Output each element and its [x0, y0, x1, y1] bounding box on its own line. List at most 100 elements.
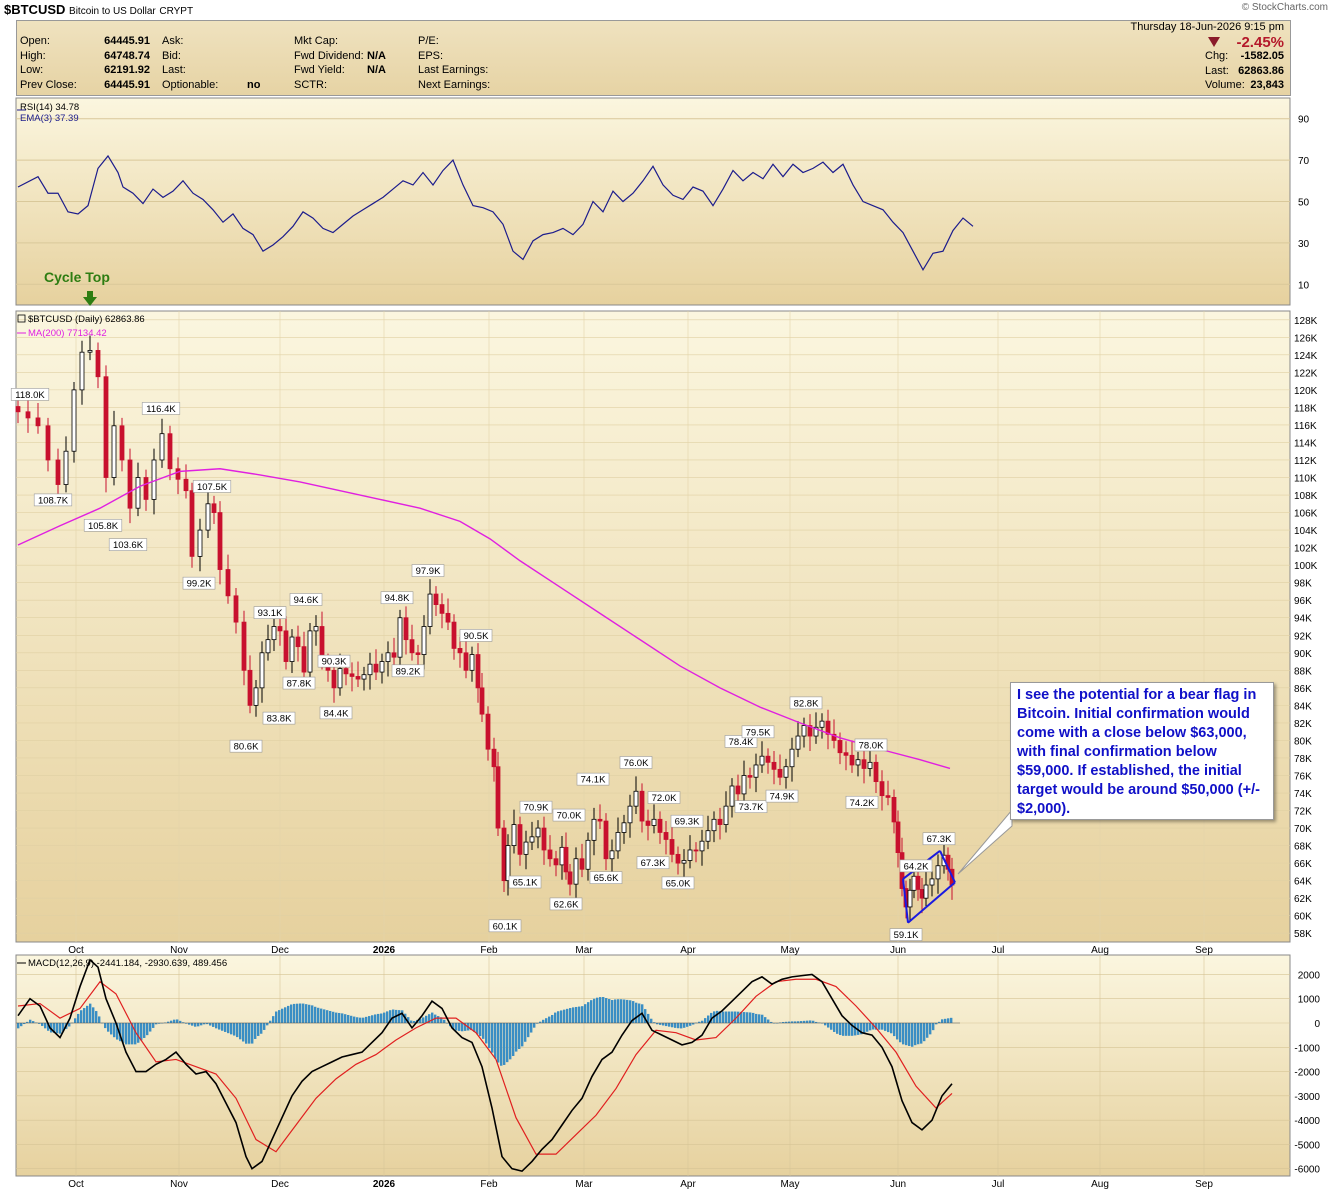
price-tick-label: 88K [1294, 666, 1312, 677]
macd-histogram-bar [800, 1021, 803, 1023]
macd-histogram-bar [557, 1011, 560, 1023]
macd-histogram-bar [662, 1023, 665, 1026]
candle-body [433, 593, 439, 605]
price-label: 65.6K [594, 873, 619, 884]
macd-histogram-bar [665, 1023, 668, 1027]
macd-signal-line [17, 978, 953, 1155]
macd-histogram-bar [923, 1023, 926, 1042]
macd-histogram-bar [314, 1006, 317, 1023]
macd-histogram-bar [809, 1020, 812, 1023]
macd-histogram-bar [335, 1012, 338, 1023]
macd-histogram-bar [575, 1006, 578, 1023]
price-tick-label: 70K [1294, 824, 1312, 835]
x-tick-label-bottom: Aug [1091, 1179, 1109, 1190]
price-label-box [519, 800, 553, 814]
quote-value: no [247, 78, 261, 91]
candle-body [485, 713, 491, 750]
quote-value: 64445.91 [104, 78, 150, 91]
macd-histogram-bar [827, 1023, 830, 1028]
macd-histogram-bar [812, 1020, 815, 1023]
candle-body [885, 795, 891, 798]
macd-histogram-bar [860, 1023, 863, 1035]
macd-histogram-bar [116, 1023, 119, 1040]
macd-histogram-bar [248, 1023, 251, 1044]
cycle-top-label: Cycle Top [44, 269, 110, 285]
candle-body [349, 673, 355, 677]
candle-body [501, 827, 507, 882]
symbol: $BTCUSD [4, 2, 66, 17]
macd-histogram-bar [236, 1023, 239, 1038]
x-tick-label: Oct [68, 945, 84, 956]
quote-label: Fwd Dividend: [294, 49, 364, 62]
down-arrow-icon [87, 291, 93, 298]
price-label-box [83, 519, 123, 532]
macd-histogram-bar [770, 1021, 773, 1023]
candle-body [675, 853, 681, 864]
macd-histogram-bar [17, 1023, 20, 1029]
candle-body [463, 652, 469, 671]
macd-histogram-bar [803, 1020, 806, 1023]
macd-histogram-bar [572, 1007, 575, 1023]
candle-body [813, 726, 819, 737]
macd-histogram-bar [866, 1023, 869, 1032]
candle-body [379, 661, 385, 673]
macd-histogram-bar [674, 1023, 677, 1028]
candle-body [535, 827, 541, 838]
macd-histogram-bar [524, 1023, 527, 1042]
x-tick-label-bottom: Apr [680, 1179, 696, 1190]
macd-histogram-bar [140, 1023, 143, 1041]
quote-value: N/A [367, 49, 386, 62]
macd-histogram-bar [371, 1015, 374, 1023]
x-tick-label-bottom: Jun [890, 1179, 906, 1190]
price-label: 78.4K [729, 737, 754, 748]
macd-histogram-bar [698, 1021, 701, 1023]
candle-body [283, 630, 289, 662]
candle-body [753, 764, 759, 778]
macd-histogram-bar [398, 1010, 401, 1023]
price-label: 90.5K [464, 631, 489, 642]
macd-histogram-bar [68, 1023, 71, 1027]
macd-histogram-bar [650, 1018, 653, 1023]
candle-body [439, 604, 445, 614]
candle-body [233, 595, 239, 623]
down-triangle-icon [1208, 37, 1220, 47]
price-tick-label: 116K [1294, 421, 1317, 432]
price-label-box [552, 808, 586, 822]
macd-histogram-bar [635, 1002, 638, 1023]
candle-body [553, 858, 559, 866]
price-label: 70.9K [524, 803, 549, 814]
price-label: 67.3K [641, 858, 666, 869]
macd-histogram-bar [848, 1023, 851, 1036]
macd-histogram-bar [623, 999, 626, 1023]
candle-body [197, 529, 203, 557]
macd-histogram-bar [605, 998, 608, 1023]
price-tick-label: 84K [1294, 701, 1312, 712]
macd-histogram-bar [764, 1017, 767, 1023]
macd-histogram-bar [293, 1003, 296, 1023]
price-tick-label: 98K [1294, 579, 1312, 590]
macd-histogram-bar [251, 1023, 254, 1044]
macd-histogram-bar [845, 1023, 848, 1036]
macd-histogram-bar [389, 1010, 392, 1023]
macd-histogram-bar [785, 1021, 788, 1023]
price-label: 116.4K [146, 404, 176, 415]
macd-tick-label: -4000 [1294, 1116, 1320, 1127]
price-tick-label: 124K [1294, 351, 1318, 362]
macd-histogram-bar [728, 1011, 731, 1023]
price-label: 89.2K [396, 666, 421, 677]
price-label-box [899, 859, 933, 873]
price-label-box [108, 538, 148, 551]
macd-histogram-bar [878, 1023, 881, 1030]
macd-histogram-bar [740, 1011, 743, 1023]
macd-histogram-bar [608, 999, 611, 1023]
macd-histogram-bar [326, 1010, 329, 1023]
macd-histogram-bar [917, 1023, 920, 1045]
price-label-box [589, 871, 623, 884]
price-label-box [670, 814, 704, 828]
candle-body [79, 351, 85, 391]
price-label: 90.3K [322, 657, 347, 668]
rsi-tick-label: 50 [1298, 198, 1310, 209]
candle-body [789, 748, 795, 768]
price-label: 94.8K [385, 593, 410, 604]
